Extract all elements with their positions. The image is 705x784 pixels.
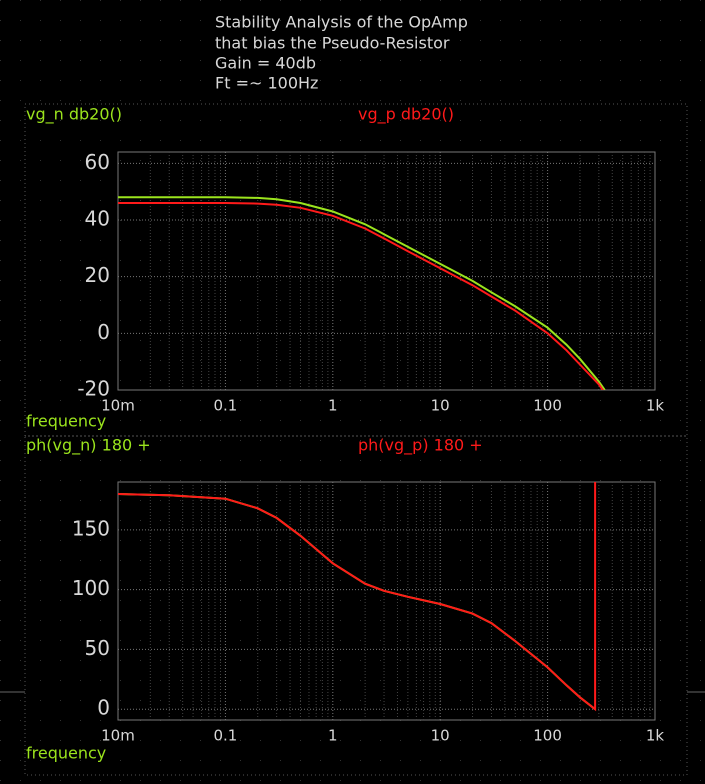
x-tick-label: 1 <box>328 727 338 745</box>
y-tick-label: 0 <box>97 320 110 344</box>
plot-area <box>117 151 656 391</box>
y-tick-label: 100 <box>72 576 110 600</box>
title-line: Stability Analysis of the OpAmp <box>215 13 468 32</box>
panel-frame <box>24 103 688 437</box>
legend-entry: vg_p db20() <box>358 105 454 125</box>
y-tick-label: 0 <box>97 696 110 720</box>
x-tick-label: 0.1 <box>213 397 237 415</box>
plot-area <box>117 481 656 721</box>
title-line: Gain = 40db <box>215 54 316 73</box>
y-tick-label: 50 <box>85 636 110 660</box>
series-line <box>118 482 597 712</box>
x-axis-label: frequency <box>26 412 106 431</box>
legend-entry: vg_n db20() <box>26 105 122 125</box>
y-tick-label: 150 <box>72 516 110 540</box>
x-tick-label: 100 <box>533 397 562 415</box>
x-tick-label: 1k <box>646 397 665 415</box>
y-tick-label: 20 <box>85 263 110 287</box>
legend-entry: ph(vg_n) 180 + <box>26 436 151 456</box>
y-tick-label: 60 <box>85 150 110 174</box>
x-tick-label: 1 <box>328 397 338 415</box>
x-axis-label: frequency <box>26 744 106 763</box>
x-tick-label: 0.1 <box>213 727 237 745</box>
y-tick-label: -20 <box>77 377 110 401</box>
x-tick-label: 10m <box>101 727 135 745</box>
series-line <box>118 196 606 390</box>
series-line <box>118 202 604 390</box>
title-line: that bias the Pseudo-Resistor <box>215 34 450 53</box>
x-tick-label: 10m <box>101 397 135 415</box>
legend-entry: ph(vg_p) 180 + <box>358 436 483 456</box>
x-tick-label: 1k <box>646 727 665 745</box>
y-tick-label: 40 <box>85 207 110 231</box>
panel-frame <box>24 435 688 776</box>
x-tick-label: 10 <box>431 727 450 745</box>
title-line: Ft =~ 100Hz <box>215 74 318 93</box>
x-tick-label: 100 <box>533 727 562 745</box>
x-tick-label: 10 <box>431 397 450 415</box>
